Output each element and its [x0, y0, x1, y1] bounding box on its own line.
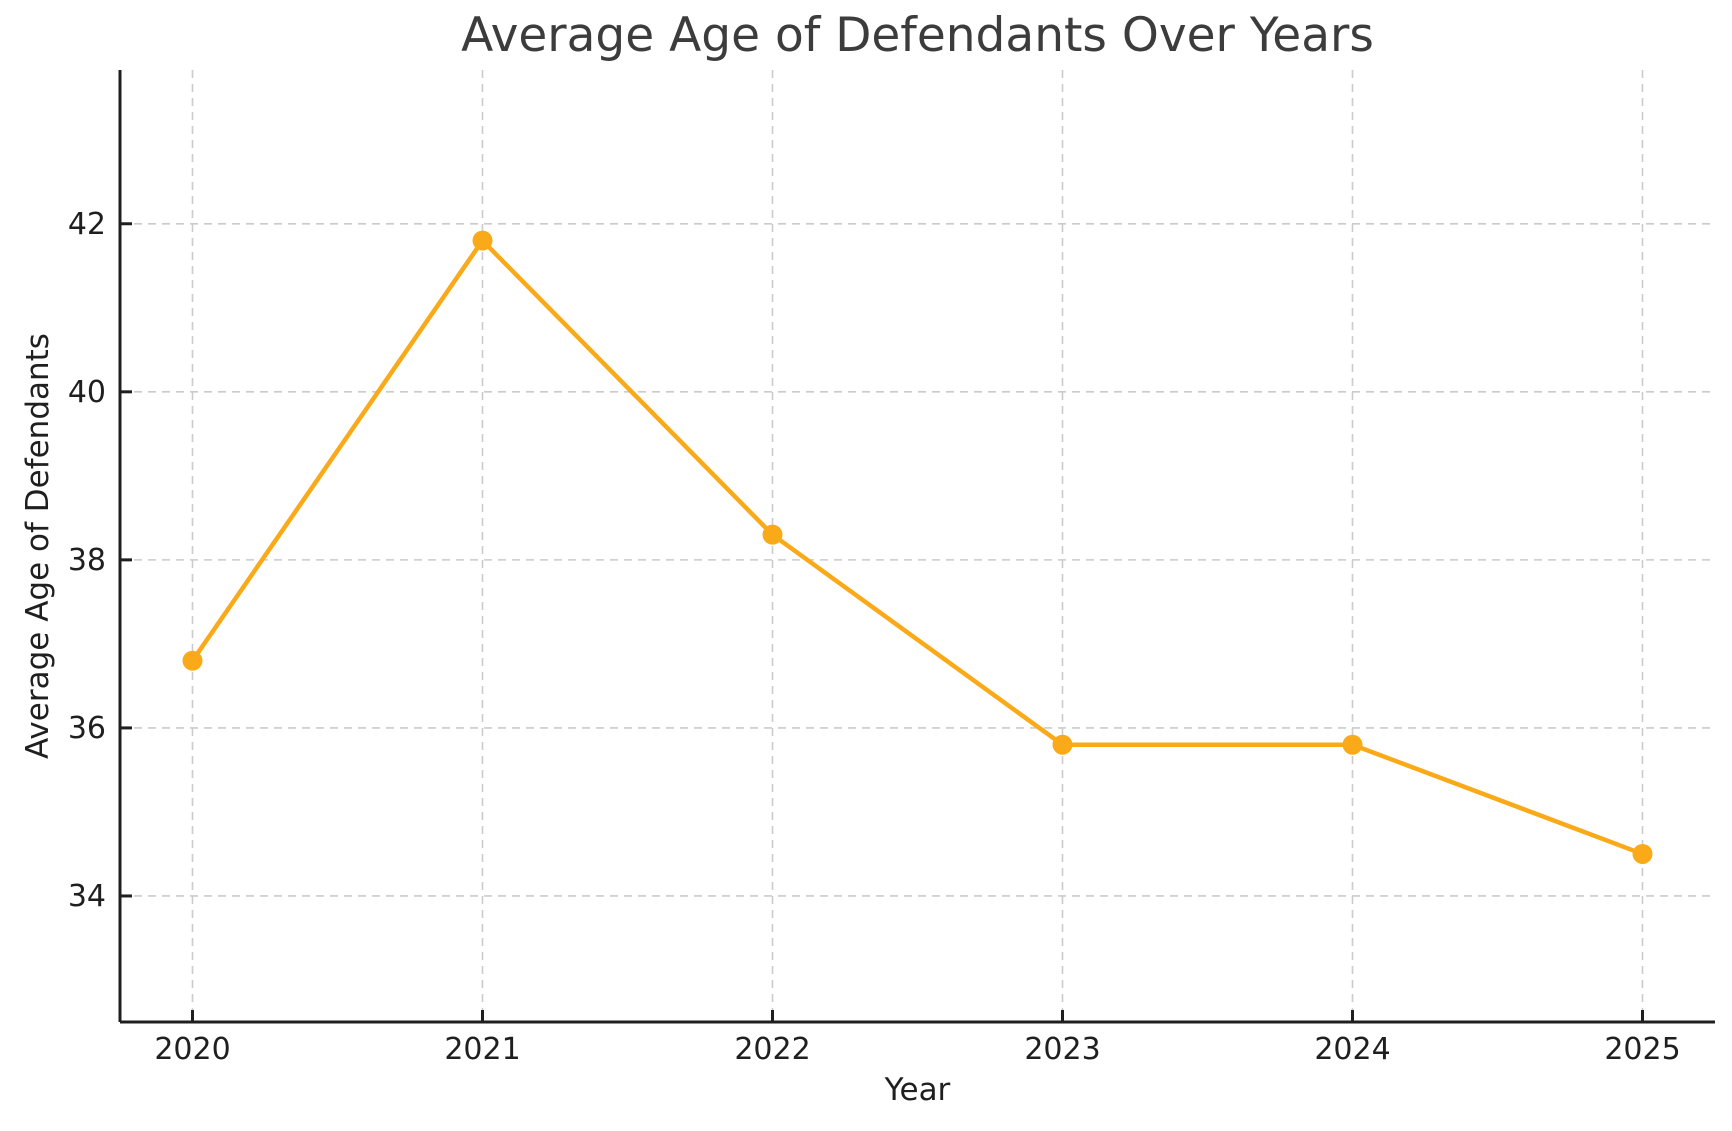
y-tick-label: 42 — [68, 207, 106, 242]
data-point — [1632, 843, 1653, 864]
data-point — [1052, 734, 1073, 755]
x-tick-label: 2021 — [444, 1032, 520, 1067]
x-tick-label: 2020 — [154, 1032, 230, 1067]
y-tick-label: 40 — [68, 375, 106, 410]
chart-title: Average Age of Defendants Over Years — [461, 8, 1374, 63]
y-axis-label: Average Age of Defendants — [20, 333, 56, 759]
data-point — [762, 524, 783, 545]
y-tick-label: 38 — [68, 543, 106, 578]
data-point — [182, 650, 203, 671]
x-tick-label: 2024 — [1314, 1032, 1390, 1067]
y-tick-label: 36 — [68, 711, 106, 746]
data-point — [1342, 734, 1363, 755]
x-tick-label: 2023 — [1024, 1032, 1100, 1067]
data-point — [472, 230, 493, 251]
x-axis-label: Year — [884, 1072, 951, 1108]
x-tick-label: 2022 — [734, 1032, 810, 1067]
x-tick-label: 2025 — [1604, 1032, 1680, 1067]
data-line — [190, 238, 1645, 857]
y-tick-label: 34 — [68, 879, 106, 914]
